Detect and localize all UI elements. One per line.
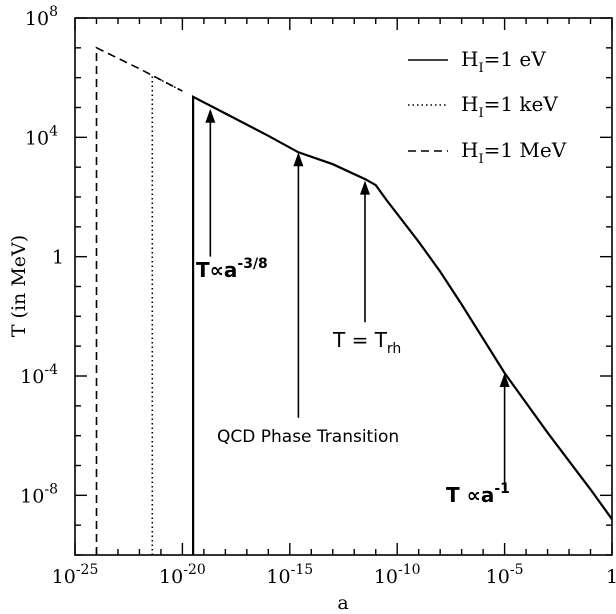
series-layer: [95, 46, 613, 555]
annotation-label: T = Trh: [332, 328, 401, 357]
y-tick-label: 10-4: [20, 362, 58, 388]
series-line: [192, 94, 613, 555]
legend-label: HI=1 MeV: [461, 138, 567, 167]
y-tick-label: 1: [52, 247, 64, 269]
x-tick-label: 10-25: [52, 562, 99, 588]
series-line: [95, 46, 183, 555]
legend: HI=1 eV HI=1 keV HI=1 MeV: [408, 47, 567, 167]
legend-label: HI=1 keV: [461, 92, 558, 121]
annotation-arrow-head: [499, 373, 510, 388]
x-axis-label: a: [337, 592, 348, 614]
x-tick-label: 10-10: [374, 562, 421, 588]
y-tick-label: 108: [25, 4, 58, 30]
annotation-label: T∝a-3/8: [196, 256, 268, 282]
y-tick-label: 104: [25, 123, 58, 149]
x-tick-label: 1: [606, 566, 616, 588]
y-tick-label: 10-8: [20, 481, 58, 507]
annotation-layer: T∝a-3/8 QCD Phase Transition T = Trh T ∝a-1: [196, 108, 510, 507]
annotation-arrow-head: [359, 180, 370, 195]
x-tick-label: 10-15: [266, 562, 313, 588]
y-axis-label: T (in MeV): [8, 235, 30, 337]
x-tick-label: 10-20: [159, 562, 206, 588]
axis-ticks: [74, 17, 613, 556]
legend-label: HI=1 eV: [461, 47, 546, 76]
annotation-arrow-head: [205, 108, 216, 123]
tick-labels: 10-25 10-20 10-15 10-10 10-5 1 10-8 10-4 1 104 108: [20, 4, 616, 588]
x-tick-label: 10-5: [486, 562, 524, 588]
series-line: [151, 74, 183, 555]
annotation-arrow-head: [293, 152, 304, 167]
annotation-label: T ∝a-1: [446, 481, 510, 507]
annotation-label: QCD Phase Transition: [217, 427, 399, 447]
